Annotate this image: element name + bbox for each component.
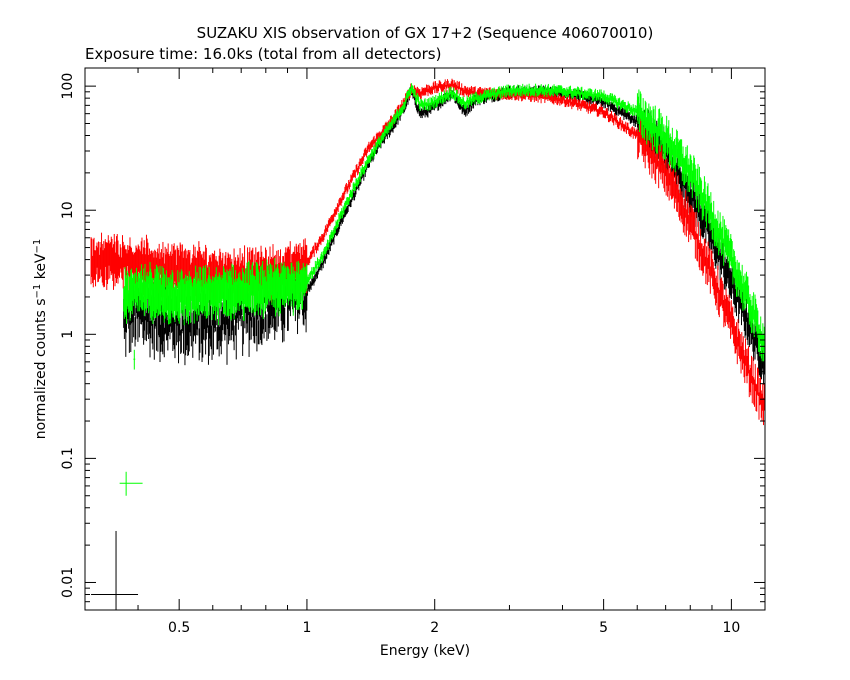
chart-title: SUZAKU XIS observation of GX 17+2 (Seque…	[197, 24, 654, 42]
x-axis: 0.5 1 2 5 10	[84, 68, 740, 636]
x-tick-label-2: 2	[430, 620, 439, 636]
y-tick-label-3: 10	[60, 201, 76, 219]
chart-subtitle: Exposure time: 16.0ks (total from all de…	[85, 45, 441, 63]
x-tick-label-1: 1	[302, 620, 311, 636]
isolated-point-2	[133, 349, 136, 370]
y-axis-label-sup2: −1	[32, 239, 43, 254]
plot-frame	[84, 67, 766, 611]
x-tick-label-0: 0.5	[168, 620, 190, 636]
x-tick-label-3: 5	[599, 620, 608, 636]
y-tick-label-0: 0.01	[60, 567, 76, 598]
y-axis-label-main: normalized counts s	[33, 298, 49, 439]
x-axis-label: Energy (keV)	[380, 643, 470, 659]
series-1	[123, 83, 766, 363]
y-tick-label-1: 0.1	[60, 447, 76, 469]
y-axis-label: normalized counts s−1 keV−1	[32, 239, 50, 440]
y-tick-label-4: 100	[60, 73, 76, 100]
isolated-point-1	[91, 530, 139, 610]
y-axis-label-sup1: −1	[32, 284, 43, 299]
x-tick-label-4: 10	[722, 620, 740, 636]
y-axis: 0.01 0.1 1 10 100	[60, 73, 765, 611]
y-axis-label-unit: keV	[33, 253, 49, 284]
plot-area	[90, 78, 766, 610]
y-tick-label-2: 1	[60, 330, 76, 339]
isolated-point-0	[119, 471, 143, 496]
